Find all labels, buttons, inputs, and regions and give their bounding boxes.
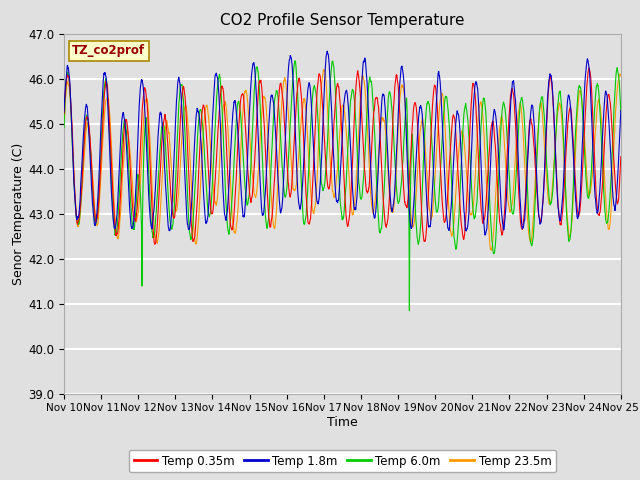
Y-axis label: Senor Temperature (C): Senor Temperature (C) <box>12 143 26 285</box>
X-axis label: Time: Time <box>327 416 358 429</box>
Text: TZ_co2prof: TZ_co2prof <box>72 44 145 58</box>
Title: CO2 Profile Sensor Temperature: CO2 Profile Sensor Temperature <box>220 13 465 28</box>
Legend: Temp 0.35m, Temp 1.8m, Temp 6.0m, Temp 23.5m: Temp 0.35m, Temp 1.8m, Temp 6.0m, Temp 2… <box>129 450 556 472</box>
